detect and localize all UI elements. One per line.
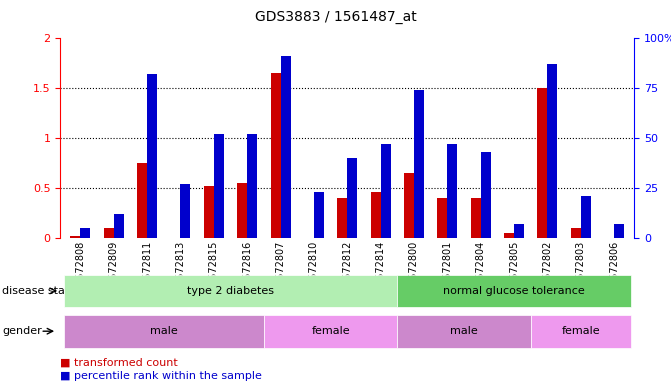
- Bar: [537, 88, 548, 238]
- Bar: [237, 183, 247, 238]
- Bar: [70, 236, 81, 238]
- Text: gender: gender: [2, 326, 42, 336]
- Bar: [247, 134, 257, 238]
- Bar: [180, 184, 191, 238]
- Text: disease state: disease state: [2, 286, 76, 296]
- Text: female: female: [562, 326, 600, 336]
- Bar: [437, 198, 448, 238]
- Bar: [81, 228, 91, 238]
- Bar: [470, 198, 480, 238]
- Bar: [137, 163, 147, 238]
- Text: male: male: [450, 326, 478, 336]
- Bar: [114, 214, 123, 238]
- Text: male: male: [150, 326, 178, 336]
- Bar: [314, 192, 324, 238]
- Text: GDS3883 / 1561487_at: GDS3883 / 1561487_at: [254, 10, 417, 23]
- Bar: [448, 144, 458, 238]
- Text: normal glucose tolerance: normal glucose tolerance: [443, 286, 585, 296]
- Bar: [280, 56, 291, 238]
- Bar: [571, 228, 580, 238]
- Bar: [147, 74, 157, 238]
- Bar: [270, 73, 280, 238]
- Bar: [504, 233, 514, 238]
- Bar: [404, 173, 414, 238]
- Bar: [548, 65, 558, 238]
- Bar: [214, 134, 224, 238]
- Bar: [348, 158, 357, 238]
- Bar: [580, 196, 590, 238]
- Bar: [614, 224, 624, 238]
- Bar: [514, 224, 524, 238]
- Bar: [414, 90, 424, 238]
- Bar: [380, 144, 391, 238]
- Bar: [104, 228, 114, 238]
- Bar: [370, 192, 380, 238]
- Text: ■ percentile rank within the sample: ■ percentile rank within the sample: [60, 371, 262, 381]
- Text: female: female: [311, 326, 350, 336]
- Bar: [204, 186, 214, 238]
- Bar: [480, 152, 491, 238]
- Text: type 2 diabetes: type 2 diabetes: [187, 286, 274, 296]
- Bar: [338, 198, 347, 238]
- Text: ■ transformed count: ■ transformed count: [60, 358, 178, 368]
